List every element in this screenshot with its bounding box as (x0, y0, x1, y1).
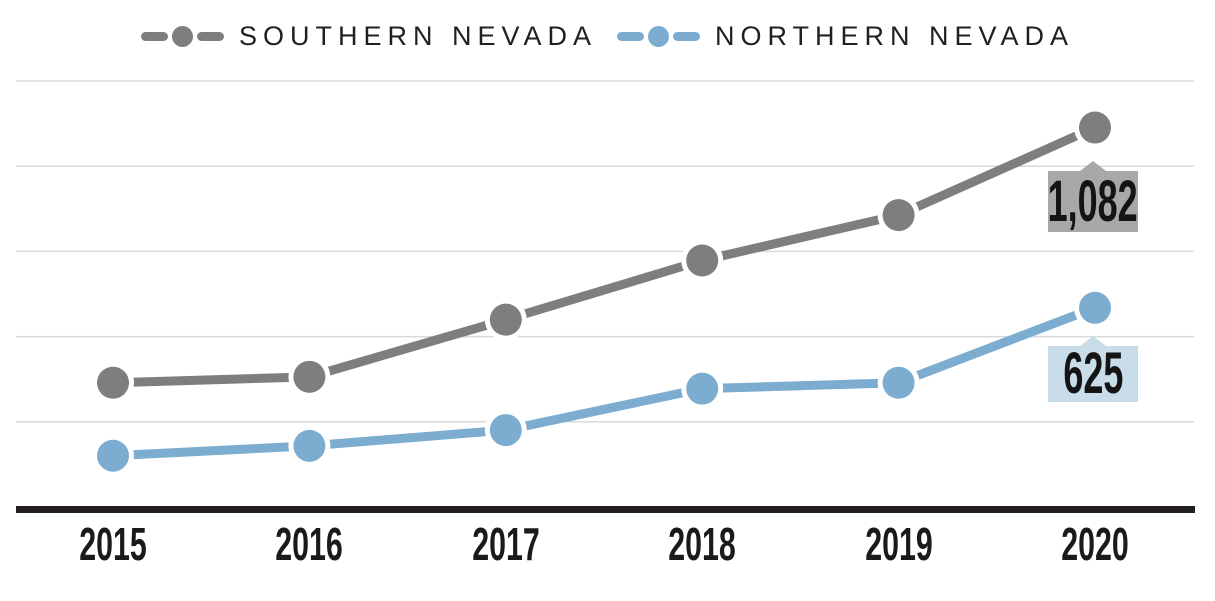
data-point-northern-nevada-2015 (97, 439, 129, 472)
legend-dot-icon (648, 25, 669, 47)
callout-up-arrow-icon (1080, 161, 1106, 171)
legend-item-southern-nevada: SOUTHERN NEVADA (140, 20, 597, 52)
legend-dash-icon (617, 31, 644, 41)
chart-legend: SOUTHERN NEVADA NORTHERN NEVADA (0, 20, 1215, 52)
x-tick-label-2017: 2017 (472, 518, 540, 570)
data-point-northern-nevada-2016 (293, 429, 326, 462)
data-point-northern-nevada-2017 (489, 414, 522, 447)
line-dot-marker-icon (617, 25, 700, 47)
legend-dot-icon (171, 25, 193, 47)
data-point-northern-nevada-2018 (686, 372, 719, 405)
x-tick-label-2015: 2015 (79, 518, 147, 570)
legend-item-northern-nevada: NORTHERN NEVADA (617, 20, 1074, 52)
legend-dash-icon (140, 31, 168, 41)
data-point-northern-nevada-2020 (1079, 291, 1111, 324)
value-callout-southern-nevada: 1,082 (1048, 161, 1138, 234)
x-tick-label-2019: 2019 (864, 518, 933, 570)
data-point-southern-nevada-2019 (882, 199, 915, 232)
x-tick-label-2020: 2020 (1061, 518, 1129, 570)
value-label-northern-nevada: 625 (1062, 341, 1124, 406)
series-line-northern-nevada (112, 303, 1097, 461)
callout-up-arrow-icon (1080, 336, 1106, 346)
x-axis-labels: 2015 2016 2017 2018 2019 2020 (0, 521, 1215, 576)
legend-dash-icon (673, 31, 700, 41)
x-tick-label-2016: 2016 (275, 518, 344, 570)
line-dot-marker-icon (140, 25, 224, 47)
data-point-southern-nevada-2018 (686, 244, 719, 277)
data-point-southern-nevada-2017 (489, 303, 522, 336)
value-callout-northern-nevada: 625 (1048, 336, 1138, 406)
legend-label-southern-nevada: SOUTHERN NEVADA (238, 21, 597, 51)
series-line-southern-nevada (112, 123, 1097, 388)
data-point-southern-nevada-2016 (293, 360, 326, 393)
value-label-southern-nevada: 1,082 (1048, 168, 1138, 234)
data-point-southern-nevada-2020 (1079, 111, 1111, 144)
x-tick-label-2018: 2018 (668, 518, 736, 570)
data-point-southern-nevada-2015 (97, 366, 129, 399)
data-point-northern-nevada-2019 (882, 366, 915, 399)
legend-dash-icon (196, 31, 224, 41)
legend-label-northern-nevada: NORTHERN NEVADA (715, 21, 1075, 51)
